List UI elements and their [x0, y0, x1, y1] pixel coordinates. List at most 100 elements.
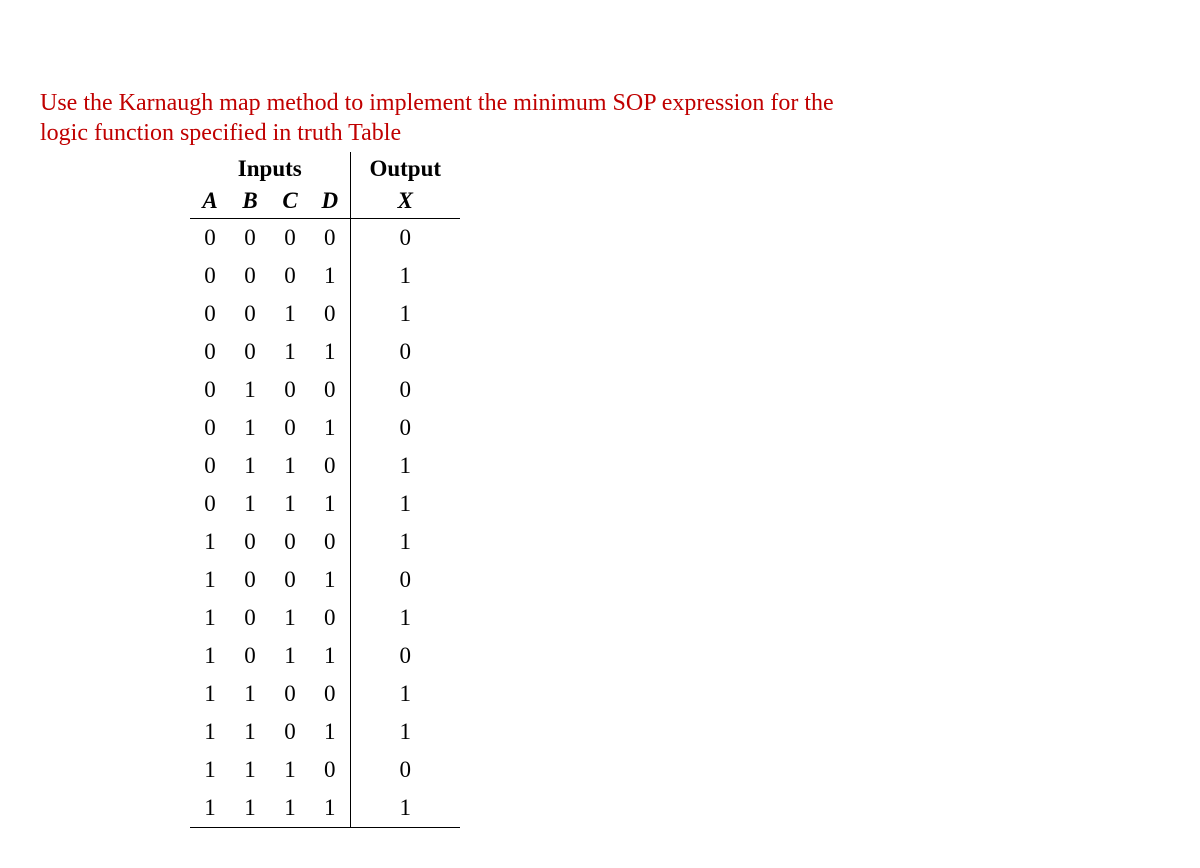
- cell-A: 0: [190, 257, 230, 295]
- page: Use the Karnaugh map method to implement…: [0, 0, 1200, 868]
- cell-C: 1: [270, 599, 310, 637]
- table-row: 0 1 1 1 1: [190, 485, 460, 523]
- table-row: 0 0 1 0 1: [190, 295, 460, 333]
- cell-D: 1: [310, 257, 350, 295]
- cell-B: 0: [230, 561, 270, 599]
- cell-X: 0: [350, 561, 460, 599]
- cell-C: 0: [270, 409, 310, 447]
- cell-A: 1: [190, 675, 230, 713]
- col-B: B: [230, 184, 270, 219]
- cell-C: 1: [270, 333, 310, 371]
- table-row: 1 1 1 0 0: [190, 751, 460, 789]
- cell-D: 0: [310, 599, 350, 637]
- cell-C: 1: [270, 637, 310, 675]
- cell-C: 1: [270, 789, 310, 828]
- cell-X: 1: [350, 295, 460, 333]
- cell-A: 0: [190, 219, 230, 258]
- cell-C: 1: [270, 295, 310, 333]
- cell-X: 1: [350, 675, 460, 713]
- col-D: D: [310, 184, 350, 219]
- cell-C: 0: [270, 561, 310, 599]
- cell-A: 1: [190, 523, 230, 561]
- table-row: 1 0 1 0 1: [190, 599, 460, 637]
- col-C: C: [270, 184, 310, 219]
- header-inputs: Inputs: [190, 152, 350, 184]
- question-prompt: Use the Karnaugh map method to implement…: [40, 88, 1160, 148]
- cell-X: 0: [350, 751, 460, 789]
- cell-B: 1: [230, 751, 270, 789]
- cell-D: 1: [310, 561, 350, 599]
- cell-D: 1: [310, 637, 350, 675]
- cell-A: 1: [190, 561, 230, 599]
- cell-D: 0: [310, 675, 350, 713]
- cell-D: 0: [310, 751, 350, 789]
- table-row: 1 0 0 0 1: [190, 523, 460, 561]
- cell-D: 0: [310, 371, 350, 409]
- cell-X: 1: [350, 485, 460, 523]
- cell-C: 0: [270, 713, 310, 751]
- cell-A: 0: [190, 371, 230, 409]
- cell-A: 1: [190, 751, 230, 789]
- truth-table: Inputs Output A B C D X 0 0 0 0 0: [190, 152, 460, 828]
- cell-B: 1: [230, 447, 270, 485]
- cell-C: 1: [270, 485, 310, 523]
- table-row: 1 0 1 1 0: [190, 637, 460, 675]
- col-X: X: [350, 184, 460, 219]
- cell-D: 0: [310, 447, 350, 485]
- table-header-groups: Inputs Output: [190, 152, 460, 184]
- cell-X: 1: [350, 599, 460, 637]
- cell-D: 1: [310, 409, 350, 447]
- cell-X: 1: [350, 523, 460, 561]
- cell-C: 0: [270, 219, 310, 258]
- cell-C: 0: [270, 523, 310, 561]
- cell-A: 1: [190, 713, 230, 751]
- cell-C: 1: [270, 751, 310, 789]
- truth-table-body: 0 0 0 0 0 0 0 0 1 1 0 0 1 0: [190, 219, 460, 828]
- cell-D: 1: [310, 485, 350, 523]
- table-row: 1 1 0 1 1: [190, 713, 460, 751]
- cell-B: 0: [230, 523, 270, 561]
- cell-B: 0: [230, 219, 270, 258]
- cell-D: 1: [310, 333, 350, 371]
- cell-C: 1: [270, 447, 310, 485]
- table-row: 0 0 0 0 0: [190, 219, 460, 258]
- table-row: 1 1 0 0 1: [190, 675, 460, 713]
- cell-A: 0: [190, 333, 230, 371]
- cell-A: 1: [190, 599, 230, 637]
- cell-B: 1: [230, 485, 270, 523]
- cell-B: 0: [230, 599, 270, 637]
- table-row: 1 1 1 1 1: [190, 789, 460, 828]
- table-row: 0 0 1 1 0: [190, 333, 460, 371]
- cell-B: 0: [230, 257, 270, 295]
- cell-X: 0: [350, 333, 460, 371]
- table-row: 0 1 0 1 0: [190, 409, 460, 447]
- cell-D: 1: [310, 789, 350, 828]
- cell-X: 1: [350, 713, 460, 751]
- cell-X: 0: [350, 409, 460, 447]
- table-header-vars: A B C D X: [190, 184, 460, 219]
- cell-C: 0: [270, 257, 310, 295]
- cell-C: 0: [270, 371, 310, 409]
- cell-X: 0: [350, 219, 460, 258]
- cell-A: 1: [190, 789, 230, 828]
- header-output: Output: [350, 152, 460, 184]
- cell-D: 0: [310, 219, 350, 258]
- cell-B: 0: [230, 295, 270, 333]
- table-row: 0 0 0 1 1: [190, 257, 460, 295]
- cell-B: 1: [230, 675, 270, 713]
- cell-D: 0: [310, 295, 350, 333]
- col-A: A: [190, 184, 230, 219]
- cell-A: 0: [190, 447, 230, 485]
- truth-table-wrap: Inputs Output A B C D X 0 0 0 0 0: [190, 152, 1160, 828]
- cell-D: 1: [310, 713, 350, 751]
- table-row: 1 0 0 1 0: [190, 561, 460, 599]
- cell-B: 0: [230, 333, 270, 371]
- table-row: 0 1 1 0 1: [190, 447, 460, 485]
- cell-D: 0: [310, 523, 350, 561]
- cell-X: 0: [350, 637, 460, 675]
- cell-A: 0: [190, 295, 230, 333]
- cell-B: 0: [230, 637, 270, 675]
- cell-A: 0: [190, 409, 230, 447]
- cell-C: 0: [270, 675, 310, 713]
- cell-B: 1: [230, 371, 270, 409]
